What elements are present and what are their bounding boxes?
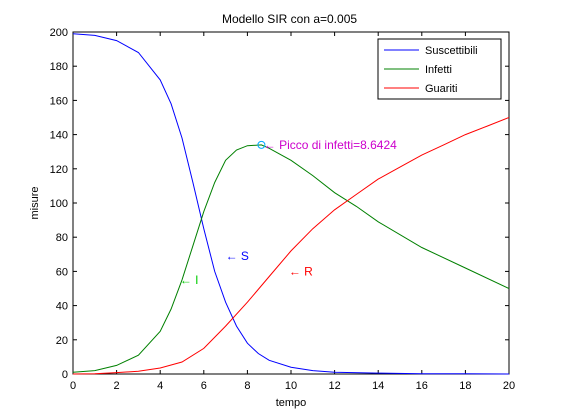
x-tick-label: 8 — [244, 380, 250, 392]
chart-title: Modello SIR con a=0.005 — [222, 12, 357, 26]
x-tick-label: 6 — [201, 380, 207, 392]
y-tick-label: 160 — [50, 95, 68, 107]
y-tick-label: 180 — [50, 61, 68, 73]
y-axis-label: misure — [29, 186, 41, 219]
legend-label: Suscettibili — [425, 45, 478, 57]
data-lines — [72, 33, 510, 375]
y-tick-label: 60 — [56, 266, 68, 278]
x-tick-label: 10 — [285, 380, 297, 392]
peak-marker — [257, 140, 266, 149]
y-tick-label: 20 — [56, 335, 68, 347]
y-tick-label: 200 — [50, 27, 68, 39]
y-tick-label: 0 — [62, 369, 68, 381]
y-tick-label: 140 — [50, 130, 68, 142]
annotation-label: ← I — [180, 273, 199, 287]
y-tick-label: 80 — [56, 232, 68, 244]
annotation-label: ← R — [289, 264, 313, 278]
annotation-label: ← S — [226, 249, 249, 263]
legend: Suscettibili Infetti Guariti — [377, 38, 502, 100]
x-tick-label: 14 — [372, 380, 384, 392]
x-tick-label: 2 — [114, 380, 120, 392]
y-tick-label: 120 — [50, 164, 68, 176]
legend-label: Infetti — [425, 64, 452, 76]
x-tick-label: 18 — [459, 380, 471, 392]
axis-ticks: 0 2 4 6 8 10 12 14 16 18 2002040608010012014016018… — [50, 27, 515, 392]
x-tick-label: 16 — [416, 380, 428, 392]
series-line-infetti — [72, 144, 510, 373]
series-line-suscettibili — [72, 33, 510, 375]
y-tick-label: 100 — [50, 198, 68, 210]
x-tick-label: 4 — [157, 380, 163, 392]
x-tick-label: 0 — [70, 380, 76, 392]
annotations: ← S ← I ← R ← Picco di infetti=8.6424 — [180, 138, 397, 287]
x-tick-label: 20 — [503, 380, 515, 392]
series-line-guariti — [72, 117, 510, 375]
x-tick-label: 12 — [328, 380, 340, 392]
legend-label: Guariti — [425, 83, 457, 95]
annotation-label: ← Picco di infetti=8.6424 — [264, 138, 397, 152]
x-axis-label: tempo — [276, 397, 307, 409]
y-tick-label: 40 — [56, 301, 68, 313]
